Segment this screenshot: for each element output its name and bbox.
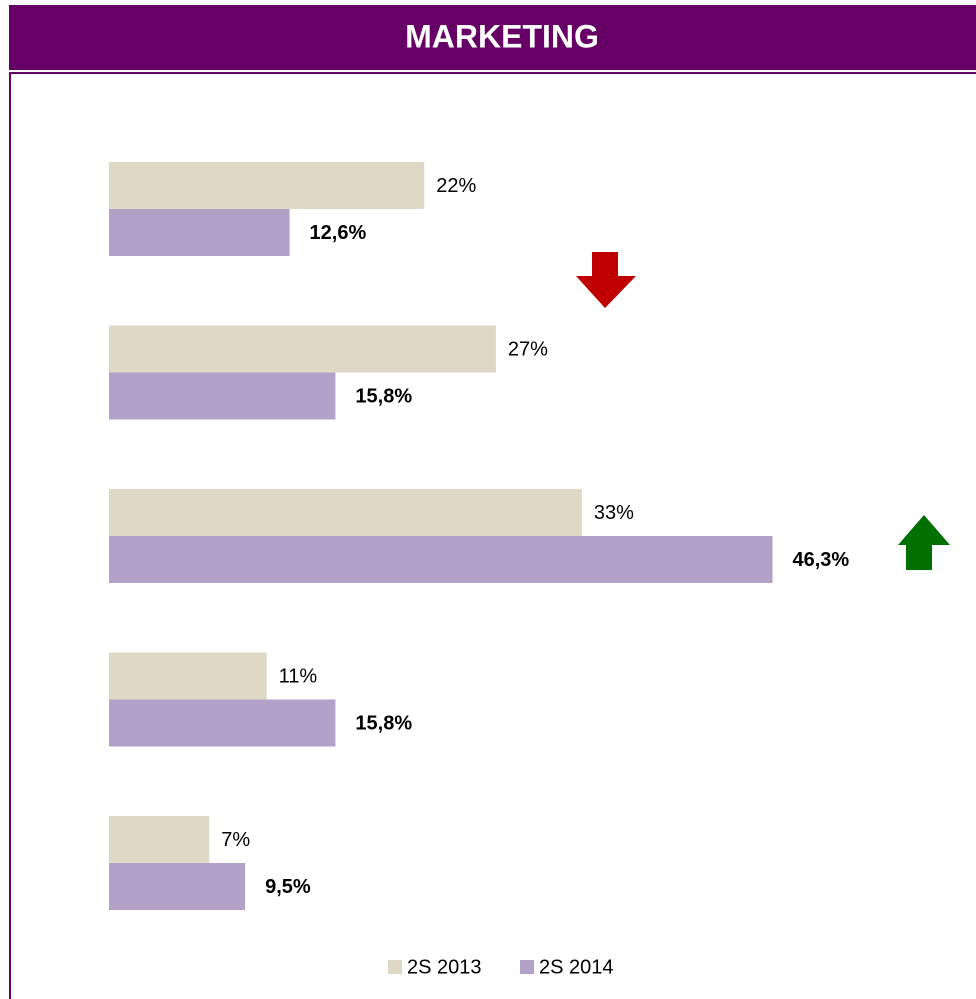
legend-swatch	[520, 960, 534, 974]
chart-frame	[9, 72, 976, 999]
data-label: 33%	[594, 502, 634, 524]
chart-title: MARKETING	[405, 18, 599, 54]
bar	[109, 652, 267, 700]
data-label: 15,8%	[355, 385, 412, 407]
bar	[109, 209, 290, 256]
bar	[109, 536, 773, 583]
data-label: 15,8%	[355, 712, 412, 734]
bar	[109, 699, 336, 747]
header-band	[9, 5, 976, 70]
up-arrow	[898, 515, 950, 570]
bar	[109, 162, 425, 209]
data-label: 22%	[436, 175, 476, 197]
data-label: 46,3%	[792, 549, 849, 571]
legend-label: 2S 2014	[539, 956, 614, 978]
data-label: 7%	[221, 829, 250, 851]
data-label: 9,5%	[265, 876, 311, 898]
bar	[109, 863, 246, 910]
down-arrow	[576, 252, 636, 308]
data-label: 11%	[279, 665, 318, 687]
bar	[109, 372, 336, 420]
data-label: 12,6%	[310, 222, 367, 244]
bar	[109, 489, 582, 536]
data-label: 27%	[508, 338, 548, 360]
legend-label: 2S 2013	[407, 956, 482, 978]
bar	[109, 325, 496, 373]
bar	[109, 816, 210, 863]
legend-swatch	[388, 960, 402, 974]
